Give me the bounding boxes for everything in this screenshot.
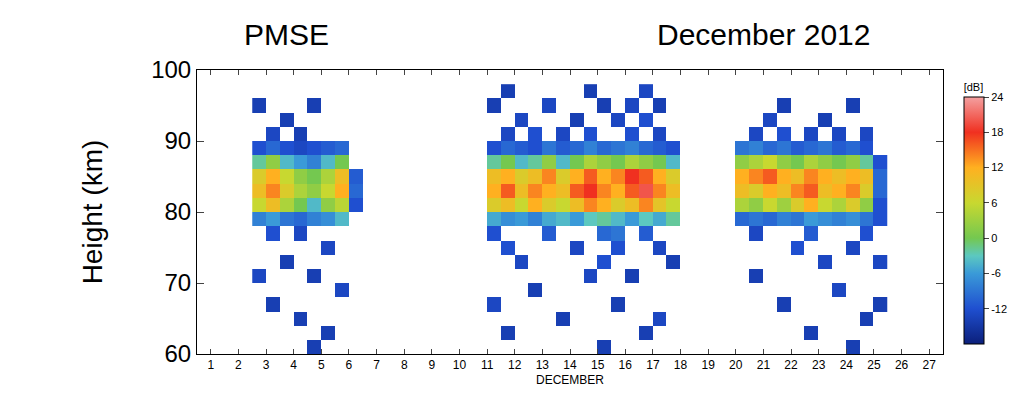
svg-text:17: 17 (646, 358, 660, 372)
svg-text:27: 27 (923, 358, 937, 372)
svg-text:-12: -12 (991, 303, 1007, 315)
svg-text:December 2012: December 2012 (657, 18, 870, 51)
svg-text:15: 15 (591, 358, 605, 372)
svg-text:21: 21 (757, 358, 771, 372)
svg-text:0: 0 (991, 232, 997, 244)
svg-text:10: 10 (453, 358, 467, 372)
svg-text:22: 22 (784, 358, 798, 372)
svg-text:24: 24 (840, 358, 854, 372)
svg-text:16: 16 (619, 358, 633, 372)
svg-text:Height (km): Height (km) (77, 140, 108, 285)
svg-text:6: 6 (991, 197, 997, 209)
svg-text:18: 18 (991, 126, 1003, 138)
svg-text:19: 19 (701, 358, 715, 372)
svg-text:25: 25 (867, 358, 881, 372)
svg-text:3: 3 (263, 358, 270, 372)
svg-text:1: 1 (207, 358, 214, 372)
svg-text:12: 12 (508, 358, 522, 372)
svg-text:60: 60 (164, 340, 191, 367)
svg-text:12: 12 (991, 161, 1003, 173)
svg-text:80: 80 (164, 198, 191, 225)
svg-text:9: 9 (429, 358, 436, 372)
svg-text:4: 4 (290, 358, 297, 372)
svg-text:[dB]: [dB] (964, 81, 984, 93)
svg-text:26: 26 (895, 358, 909, 372)
svg-text:70: 70 (164, 269, 191, 296)
svg-text:24: 24 (991, 91, 1003, 103)
svg-text:20: 20 (729, 358, 743, 372)
svg-text:8: 8 (401, 358, 408, 372)
svg-text:100: 100 (151, 56, 191, 83)
svg-text:13: 13 (536, 358, 550, 372)
svg-text:23: 23 (812, 358, 826, 372)
svg-text:14: 14 (563, 358, 577, 372)
svg-text:18: 18 (674, 358, 688, 372)
svg-text:6: 6 (346, 358, 353, 372)
svg-text:11: 11 (481, 358, 494, 372)
svg-text:2: 2 (235, 358, 242, 372)
svg-text:-6: -6 (991, 267, 1001, 279)
svg-text:DECEMBER: DECEMBER (536, 373, 604, 387)
svg-text:7: 7 (373, 358, 380, 372)
svg-text:5: 5 (318, 358, 325, 372)
svg-text:PMSE: PMSE (244, 18, 329, 51)
svg-text:90: 90 (164, 127, 191, 154)
